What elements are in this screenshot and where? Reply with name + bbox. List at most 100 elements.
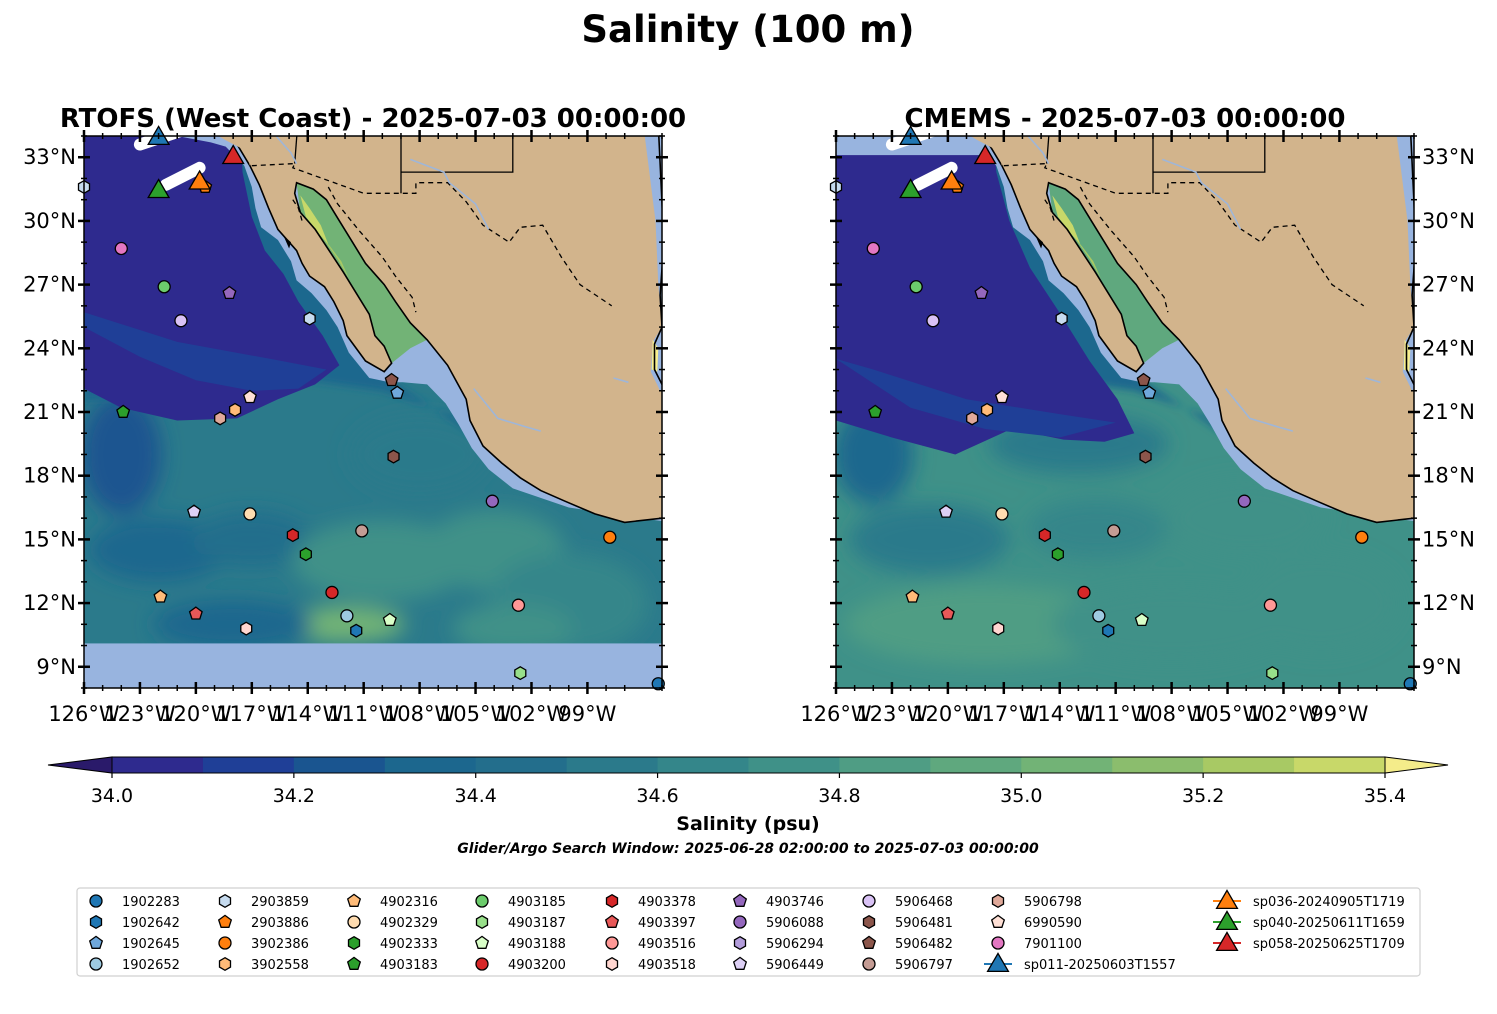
colorbar-segment [657,757,749,773]
legend-label: 2903859 [251,895,309,910]
cmems-marker-4902333 [1051,547,1064,562]
rtofs-marker-5906797 [355,524,369,538]
legend-label: 4902333 [380,937,438,952]
search-window-note: Glider/Argo Search Window: 2025-06-28 02… [457,841,1039,857]
legend-marker-5906294 [733,935,747,951]
rtofs-xtick-label: 120°W [160,702,232,726]
cmems-marker-1902642 [1102,623,1115,638]
legend-label: 5906468 [895,895,953,910]
rtofs-marker-5906482 [384,372,399,387]
rtofs-marker-5906798 [214,411,227,426]
rtofs-border-2 [327,186,417,313]
cmems-marker-4903183 [868,404,883,418]
legend-marker-1902642 [89,914,103,930]
colorbar-segment [475,757,568,773]
legend-marker-4902333 [347,935,361,951]
legend-marker-4902316 [346,893,362,907]
legend-label: sp011-20250603T1557 [1024,958,1176,973]
cmems-marker-5906468 [926,314,940,328]
cmems-ytick-label: 27°N [1422,273,1475,297]
rtofs-marker-1902642 [350,623,363,638]
rtofs-platform-markers [77,125,665,691]
colorbar-tick-label: 34.4 [455,785,497,807]
legend-label: 7901100 [1024,937,1082,952]
legend-label: 4903188 [508,937,566,952]
legend-label: 5906798 [1024,895,1082,910]
legend-marker-4903378 [605,893,619,909]
cmems-panel: CMEMS - 2025-07-03 00:00:00 9°N 12°N 15°N 1… [800,104,1475,726]
legend-marker-4902329 [347,915,361,929]
cmems-marker-4902316 [905,589,920,603]
cmems-marker-5906797 [1107,524,1121,538]
cmems-ytick-label: 9°N [1422,655,1462,679]
rtofs-marker-4902316 [153,589,168,603]
legend-label: 4903183 [380,958,438,973]
rtofs-marker-sp058-20250625T1709 [221,144,245,165]
legend-label: 4903397 [638,916,696,931]
cmems-marker-3902558 [980,402,994,417]
colorbar-segment [293,757,386,773]
rtofs-state-line-0 [294,136,298,164]
rtofs-river-1 [410,158,490,230]
colorbar-segment [1294,757,1386,773]
rtofs-eddy-6 [349,414,490,495]
rtofs-state-line-2 [401,136,514,173]
cmems-ytick-label: 15°N [1422,527,1475,551]
legend-marker-2903859 [218,893,232,909]
rtofs-xtick-label: 108°W [384,702,456,726]
cmems-marker-2903859 [1055,311,1068,326]
colorbar-segment [202,757,295,773]
legend-label: 2903886 [251,916,309,931]
legend-label: 6990590 [1024,916,1082,931]
rtofs-marker-4902329 [243,507,257,521]
rtofs-east-coastline [653,136,662,386]
cmems-eddy-2 [1240,553,1401,654]
cmems-marker-4903200 [1077,585,1091,600]
cmems-marker-sp040-20250611T1659 [899,178,923,199]
cmems-xtick-label: 108°W [1136,702,1208,726]
cmems-east-coastline [1405,136,1414,386]
cmems-marker-sp058-20250625T1709 [973,144,997,165]
cmems-gulf-north-high [1052,195,1081,245]
cmems-river-2 [1225,388,1294,432]
legend-marker-5906088 [733,915,747,929]
cmems-marker-sp036-20240905T1719 [940,169,964,190]
rtofs-marker-4903188 [382,612,397,627]
rtofs-xtick-label: 126°W [48,702,120,726]
colorbar-extend-max [1384,756,1449,774]
cmems-xtick-label: 123°W [856,702,928,726]
legend-marker-4903518 [605,956,619,972]
rtofs-panel-title: RTOFS (West Coast) - 2025-07-03 00:00:00 [60,104,686,134]
colorbar-tick-label: 35.0 [1000,785,1042,807]
cmems-glider-track-1 [912,161,958,191]
cmems-xtick-label: 99°W [1310,702,1368,726]
cmems-border-0 [1003,162,1365,307]
rtofs-border-0 [251,162,613,307]
rtofs-xtick-label: 105°W [440,702,512,726]
cmems-marker-4903516 [1263,598,1278,612]
legend-marker-3902558 [218,956,232,972]
rtofs-marker-4903200 [325,585,339,600]
colorbar-segment [1021,757,1113,773]
rtofs-no-data-band [84,643,662,688]
colorbar-label: Salinity (psu) [676,813,819,835]
legend-marker-1902283 [89,894,103,908]
rtofs-marker-4903516 [511,598,526,612]
colorbar-tick-label: 35.4 [1364,785,1406,807]
rtofs-eddy-7 [153,599,314,650]
legend-label: 4903187 [508,916,566,931]
legend-marker-1902652 [89,957,103,971]
cmems-panel-title: CMEMS - 2025-07-03 00:00:00 [905,104,1346,134]
colorbar-tick-label: 34.8 [818,785,860,807]
legend-label: 5906294 [766,937,824,952]
legend-marker-5906468 [862,894,876,908]
legend-label: 5906797 [895,958,953,973]
rtofs-marker-4903185 [157,280,171,294]
colorbar-segment [930,757,1022,773]
legend-marker-5906481 [862,914,876,930]
cmems-marker-4903187 [1266,666,1279,681]
cmems-marker-1902645 [1142,385,1157,399]
cmems-border-1 [1044,199,1055,222]
legend-marker-5906449 [732,956,748,970]
rtofs-border-1 [292,199,303,222]
